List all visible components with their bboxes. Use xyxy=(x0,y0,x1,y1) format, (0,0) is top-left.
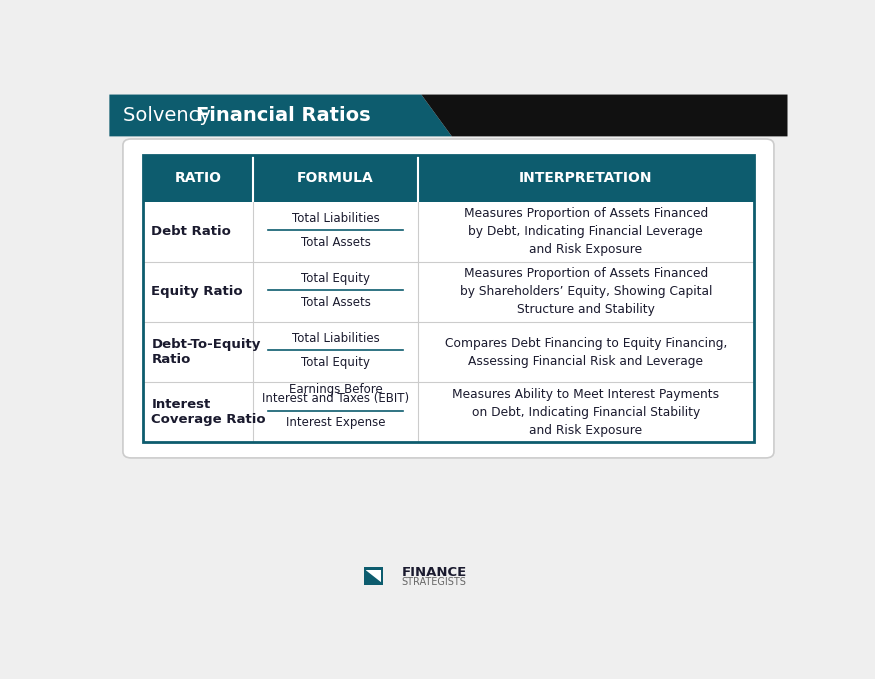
Bar xyxy=(144,155,753,442)
Text: Equity Ratio: Equity Ratio xyxy=(151,285,243,298)
Polygon shape xyxy=(364,567,383,585)
Text: RATIO: RATIO xyxy=(175,171,221,185)
Polygon shape xyxy=(422,94,788,136)
Text: Total Equity: Total Equity xyxy=(301,272,370,285)
Text: Financial Ratios: Financial Ratios xyxy=(196,106,371,125)
Text: Interest and Taxes (EBIT): Interest and Taxes (EBIT) xyxy=(262,392,410,405)
Bar xyxy=(144,382,753,442)
Text: Debt Ratio: Debt Ratio xyxy=(151,225,231,238)
Polygon shape xyxy=(109,94,452,136)
Polygon shape xyxy=(366,570,381,582)
Bar xyxy=(144,202,753,262)
Bar xyxy=(144,262,753,322)
Text: STRATEGISTS: STRATEGISTS xyxy=(402,577,466,587)
Text: Debt-To-Equity
Ratio: Debt-To-Equity Ratio xyxy=(151,338,261,366)
Text: Total Liabilities: Total Liabilities xyxy=(291,212,380,225)
Text: Measures Proportion of Assets Financed
by Debt, Indicating Financial Leverage
an: Measures Proportion of Assets Financed b… xyxy=(464,207,708,256)
Text: Interest Expense: Interest Expense xyxy=(286,416,385,429)
Text: FINANCE: FINANCE xyxy=(402,566,467,579)
Bar xyxy=(144,155,753,202)
Text: Solvency: Solvency xyxy=(123,106,217,125)
Text: Measures Proportion of Assets Financed
by Shareholders’ Equity, Showing Capital
: Measures Proportion of Assets Financed b… xyxy=(459,268,712,316)
Text: FORMULA: FORMULA xyxy=(298,171,374,185)
Text: Total Assets: Total Assets xyxy=(301,236,370,249)
Text: Compares Debt Financing to Equity Financing,
Assessing Financial Risk and Levera: Compares Debt Financing to Equity Financ… xyxy=(444,337,727,367)
Text: Earnings Before: Earnings Before xyxy=(289,384,382,397)
Text: Total Equity: Total Equity xyxy=(301,356,370,369)
Text: Total Liabilities: Total Liabilities xyxy=(291,332,380,345)
Polygon shape xyxy=(366,570,381,582)
Text: Measures Ability to Meet Interest Payments
on Debt, Indicating Financial Stabili: Measures Ability to Meet Interest Paymen… xyxy=(452,388,719,437)
Text: INTERPRETATION: INTERPRETATION xyxy=(519,171,653,185)
Text: Interest
Coverage Ratio: Interest Coverage Ratio xyxy=(151,398,266,426)
FancyBboxPatch shape xyxy=(123,139,774,458)
Bar xyxy=(144,322,753,382)
Text: Total Assets: Total Assets xyxy=(301,295,370,309)
